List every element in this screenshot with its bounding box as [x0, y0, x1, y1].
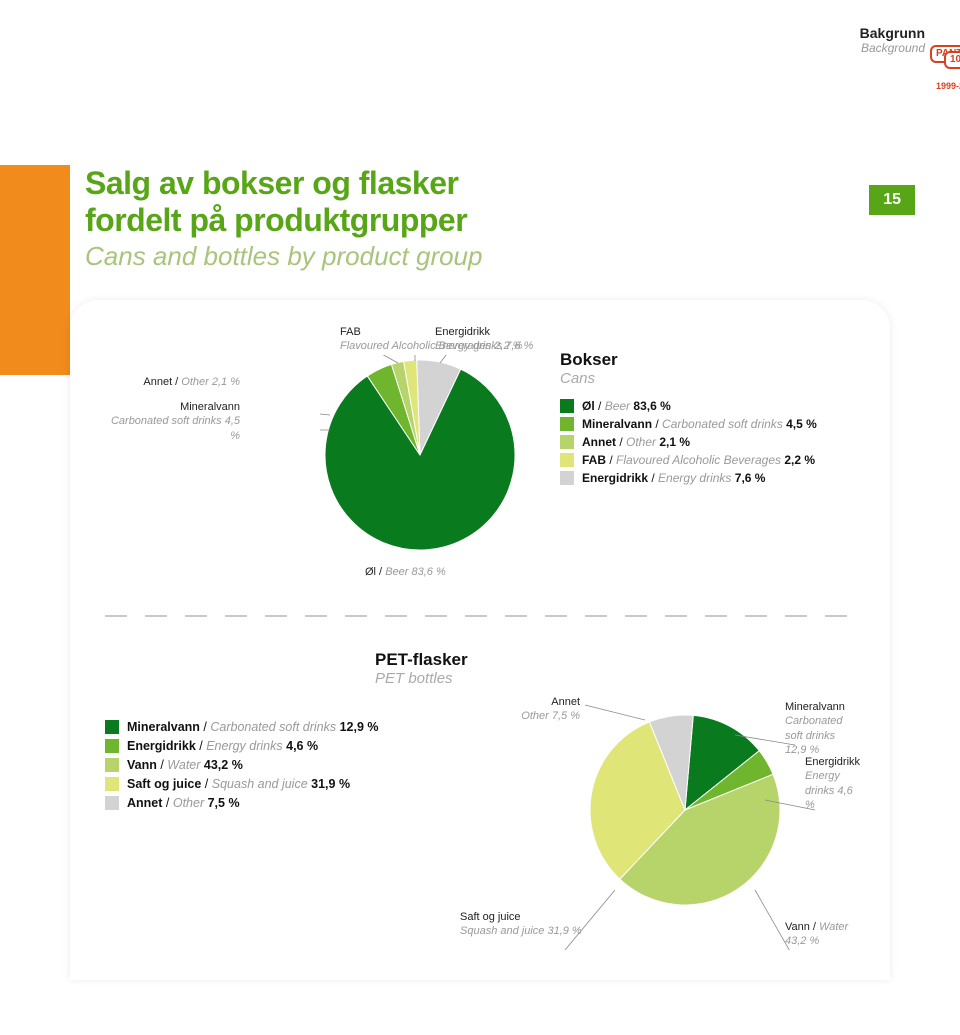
legend-swatch	[560, 453, 574, 467]
legend-swatch	[105, 758, 119, 772]
legend-row: Annet / Other 7,5 %	[105, 796, 379, 810]
title-line2: fordelt på produktgrupper	[85, 202, 482, 239]
legend-row: Vann / Water 43,2 %	[105, 758, 379, 772]
callout-vann-2: Vann / Water 43,2 %	[785, 920, 855, 949]
page-title-block: Salg av bokser og flasker fordelt på pro…	[85, 165, 482, 272]
content-card: Annet / Other 2,1 % MineralvannCarbonate…	[70, 300, 890, 980]
pant-logo: PANT 10 år 1999-2009	[930, 45, 960, 90]
callout-energi-2: EnergidrikkEnergy drinks 4,6 %	[805, 755, 860, 812]
orange-side-strip	[0, 165, 70, 375]
legend-row: Annet / Other 2,1 %	[560, 435, 817, 449]
legend-row: Energidrikk / Energy drinks 7,6 %	[560, 471, 817, 485]
legend-row: Saft og juice / Squash and juice 31,9 %	[105, 777, 379, 791]
legend-row: Mineralvann / Carbonated soft drinks 12,…	[105, 720, 379, 734]
legend-row: Energidrikk / Energy drinks 4,6 %	[105, 739, 379, 753]
legend-swatch	[560, 399, 574, 413]
legend-swatch	[105, 739, 119, 753]
callout-annet-1: Annet / Other 2,1 %	[105, 375, 240, 389]
legend-cans-title: Bokser	[560, 350, 817, 370]
pie-chart-cans	[320, 355, 520, 555]
callout-ol-1: Øl / Beer 83,6 %	[365, 565, 446, 579]
legend-row: FAB / Flavoured Alcoholic Beverages 2,2 …	[560, 453, 817, 467]
legend-swatch	[560, 435, 574, 449]
legend-swatch	[105, 720, 119, 734]
pet-title-block: PET-flasker PET bottles	[375, 650, 468, 699]
page-header: Bakgrunn Background PANT 10 år 1999-2009	[860, 25, 925, 55]
legend-swatch	[105, 796, 119, 810]
title-line1: Salg av bokser og flasker	[85, 165, 482, 202]
callout-annet-2: AnnetOther 7,5 %	[520, 695, 580, 724]
legend-swatch	[105, 777, 119, 791]
callout-mineral-2: MineralvannCarbonated soft drinks 12,9 %	[785, 700, 855, 757]
pie-chart-pet	[585, 710, 785, 910]
legend-cans: Bokser Cans Øl / Beer 83,6 % Mineralvann …	[560, 350, 817, 489]
legend-pet: Mineralvann / Carbonated soft drinks 12,…	[105, 720, 379, 815]
chart-cans-section: Annet / Other 2,1 % MineralvannCarbonate…	[105, 330, 855, 610]
legend-swatch	[560, 471, 574, 485]
legend-row: Mineralvann / Carbonated soft drinks 4,5…	[560, 417, 817, 431]
callout-energi-1: EnergidrikkEnergy drinks 7,6 %	[435, 325, 533, 354]
callout-saft-2: Saft og juiceSquash and juice 31,9 %	[460, 910, 582, 939]
legend-swatch	[560, 417, 574, 431]
header-title-no: Bakgrunn	[860, 25, 925, 41]
header-title-en: Background	[860, 41, 925, 55]
page-number: 15	[869, 185, 915, 215]
legend-cans-sub: Cans	[560, 370, 817, 387]
title-sub: Cans and bottles by product group	[85, 241, 482, 272]
callout-mineral-1: MineralvannCarbonated soft drinks 4,5 %	[105, 400, 240, 443]
chart-pet-section: PET-flasker PET bottles Mineralvann / Ca…	[105, 650, 855, 950]
legend-row: Øl / Beer 83,6 %	[560, 399, 817, 413]
